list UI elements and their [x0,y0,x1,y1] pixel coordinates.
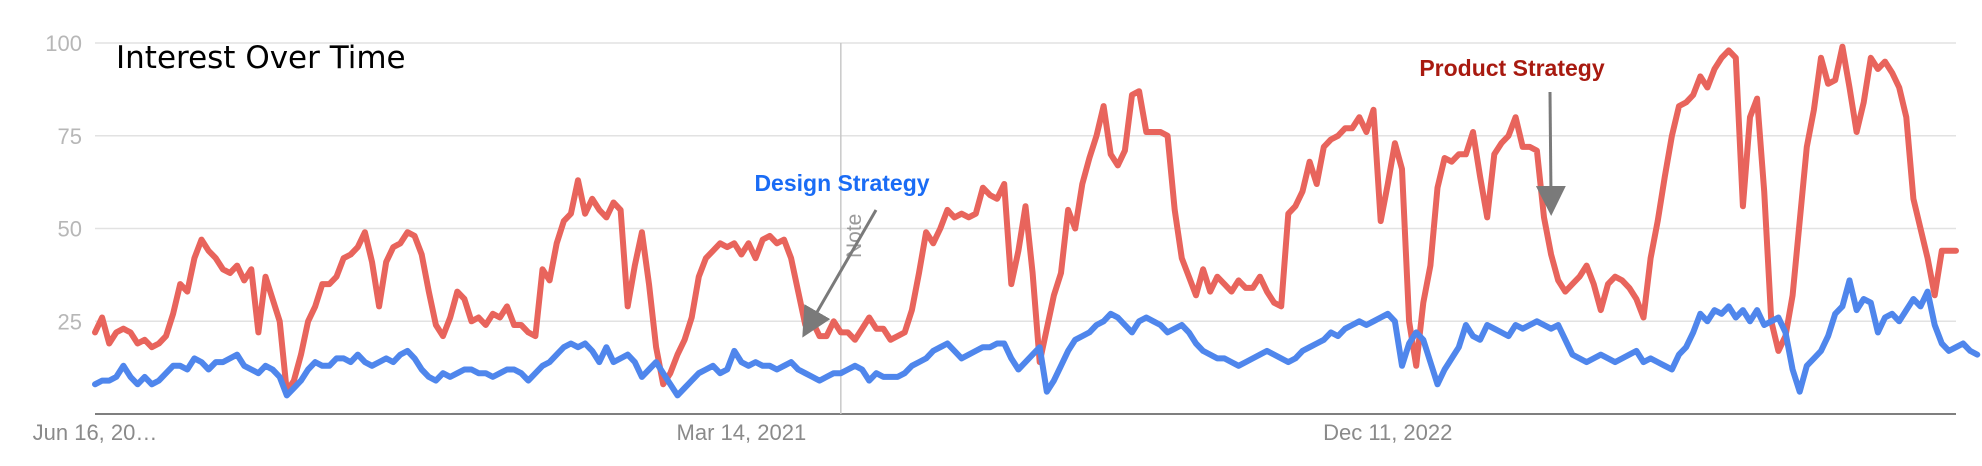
annotation-product-strategy: Product Strategy [1419,55,1605,81]
series-line-product-strategy [92,43,1959,395]
y-tick-label: 100 [45,31,82,56]
chart-title: Interest Over Time [116,40,406,76]
x-axis-tick-labels: Jun 16, 20… Mar 14, 2021 Dec 11, 2022 [33,420,1453,445]
y-tick-label: 25 [58,309,82,334]
annotation-design-strategy: Design Strategy [754,170,929,196]
y-tick-label: 50 [58,217,82,242]
series-line-design-strategy [92,277,1981,399]
annotation-arrow [802,209,878,338]
series-annotations: Design Strategy Product Strategy [754,55,1605,338]
y-axis-tick-labels: 25 50 75 100 [45,31,82,334]
annotation-arrow [1535,91,1566,216]
series-lines [92,43,1981,399]
x-tick-label: Jun 16, 20… [33,420,158,445]
x-tick-label: Mar 14, 2021 [677,420,807,445]
y-gridlines [95,42,1956,322]
x-tick-label: Dec 11, 2022 [1323,420,1452,445]
y-tick-label: 75 [58,124,82,149]
note-marker-label: Note [843,214,866,258]
